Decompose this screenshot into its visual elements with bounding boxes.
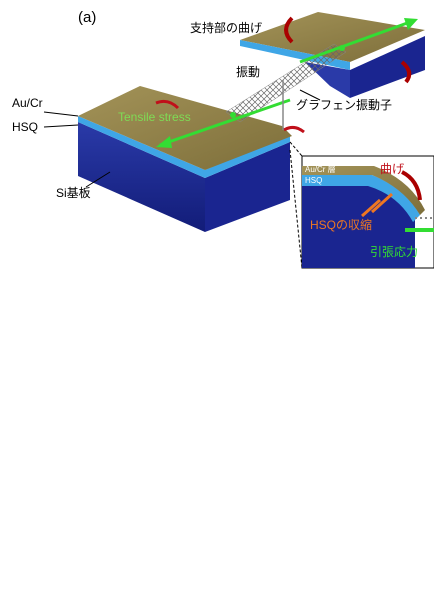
inset-text: HSQの収縮 bbox=[310, 217, 372, 232]
annotation: 支持部の曲げ bbox=[190, 20, 262, 35]
inset-guide bbox=[290, 142, 302, 156]
annotation: グラフェン振動子 bbox=[296, 98, 392, 112]
annotation: 振動 bbox=[236, 65, 260, 79]
joint bbox=[230, 112, 236, 118]
annotation: HSQ bbox=[12, 120, 38, 134]
pointer bbox=[44, 112, 78, 116]
inset-text: 曲げ bbox=[380, 162, 404, 176]
figure: (b)1μm(c)1μm(d)1μm (a) 支持部の曲げ 振動 グラフェン振動… bbox=[0, 0, 434, 589]
annotation: Si基板 bbox=[56, 186, 91, 200]
inset-text: 引張応力 bbox=[370, 245, 418, 259]
inset-text: HSQ bbox=[305, 176, 322, 185]
inset-text: Au/Cr 層 bbox=[305, 165, 336, 174]
pointer bbox=[44, 125, 78, 127]
inset-guide bbox=[290, 150, 302, 268]
annotation: Au/Cr bbox=[12, 96, 43, 110]
page: (b)1μm(c)1μm(d)1μm (a) 支持部の曲げ 振動 グラフェン振動… bbox=[0, 0, 434, 589]
panel-label: (a) bbox=[78, 9, 96, 26]
annotation: Tensile stress bbox=[118, 110, 191, 124]
joint bbox=[339, 45, 345, 51]
